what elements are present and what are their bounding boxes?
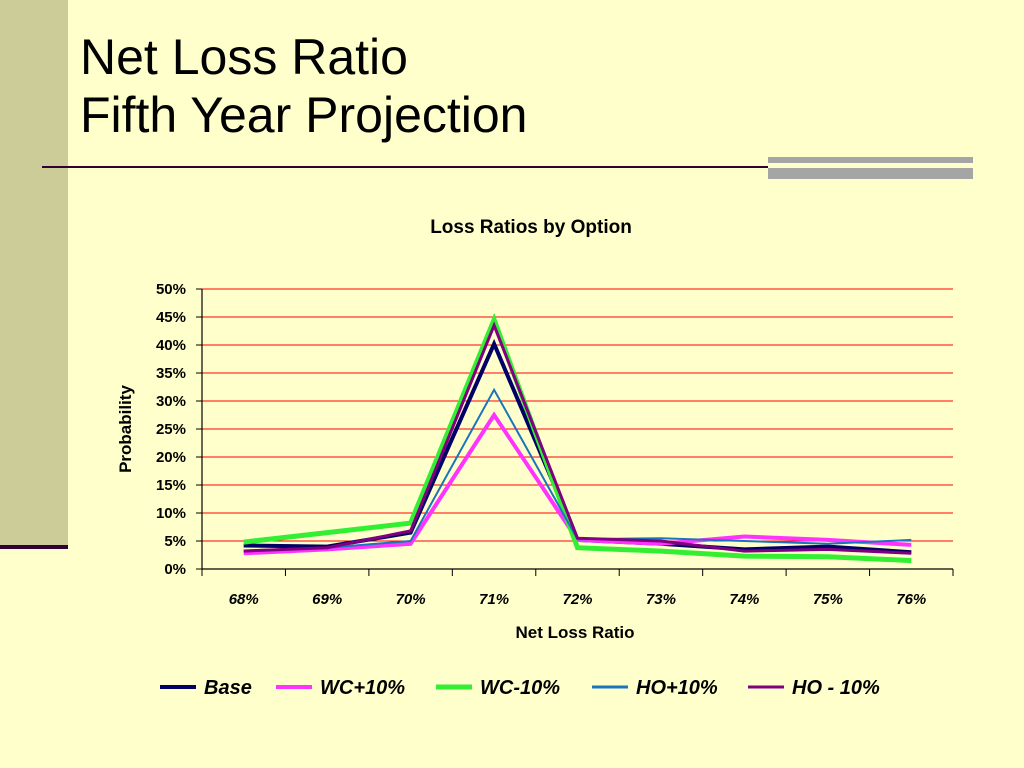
y-tick-label: 35%	[156, 365, 186, 382]
x-tick-label: 69%	[312, 591, 342, 608]
legend-label: Base	[204, 677, 252, 699]
legend-item: WC+10%	[276, 677, 405, 699]
legend-label: WC-10%	[480, 677, 560, 699]
legend: Base WC+10% WC-10% HO+10% HO - 10%	[160, 677, 880, 699]
y-tick-label: 25%	[156, 421, 186, 438]
slide-title-line-2: Fifth Year Projection	[80, 87, 528, 143]
y-tick-label: 15%	[156, 477, 186, 494]
legend-label: HO+10%	[636, 677, 718, 699]
x-tick-label: 75%	[813, 591, 843, 608]
gridlines	[202, 288, 953, 542]
chart-title: Loss Ratios by Option	[430, 217, 632, 238]
y-axis-label: Probability	[116, 385, 135, 473]
x-axis-label: Net Loss Ratio	[515, 623, 634, 642]
legend-item: HO+10%	[592, 677, 718, 699]
y-tick-label: 40%	[156, 337, 186, 354]
series-line-wc-10	[243, 312, 912, 564]
x-tick-label: 68%	[229, 591, 259, 608]
legend-item: Base	[160, 677, 252, 699]
legend-label: HO - 10%	[792, 677, 880, 699]
y-tick-label: 5%	[164, 533, 186, 550]
title-divider-line	[42, 166, 768, 168]
legend-item: HO - 10%	[748, 677, 880, 699]
y-tick-label: 50%	[156, 281, 186, 298]
axes: 0% 5% 10% 15% 20% 25% 30% 35% 40% 45% 50% 68% 69% 70%…	[156, 281, 954, 608]
x-tick-label: 70%	[396, 591, 426, 608]
series-line-ho-10	[243, 321, 912, 555]
y-tick-label: 10%	[156, 505, 186, 522]
title-divider-gray-bar-top	[768, 157, 973, 163]
slide-title: Net Loss Ratio Fifth Year Projection	[80, 28, 528, 144]
legend-label: WC+10%	[320, 677, 405, 699]
left-decorative-band	[0, 0, 68, 546]
left-band-accent-line	[0, 545, 68, 549]
x-tick-label: 73%	[646, 591, 676, 608]
y-tick-label: 45%	[156, 309, 186, 326]
title-divider-gray-bar-bottom	[768, 168, 973, 179]
x-tick-label: 74%	[729, 591, 759, 608]
y-tick-label: 20%	[156, 449, 186, 466]
x-tick-label: 71%	[479, 591, 509, 608]
y-tick-label: 0%	[164, 561, 186, 578]
series-line-ho-10	[243, 387, 912, 552]
y-tick-label: 30%	[156, 393, 186, 410]
slide-title-line-1: Net Loss Ratio	[80, 29, 408, 85]
series-line-base	[243, 338, 912, 555]
x-tick-label: 76%	[896, 591, 926, 608]
x-tick-label: 72%	[562, 591, 592, 608]
legend-item: WC-10%	[436, 677, 560, 699]
series-lines	[243, 312, 912, 564]
title-divider-gap	[768, 163, 973, 168]
